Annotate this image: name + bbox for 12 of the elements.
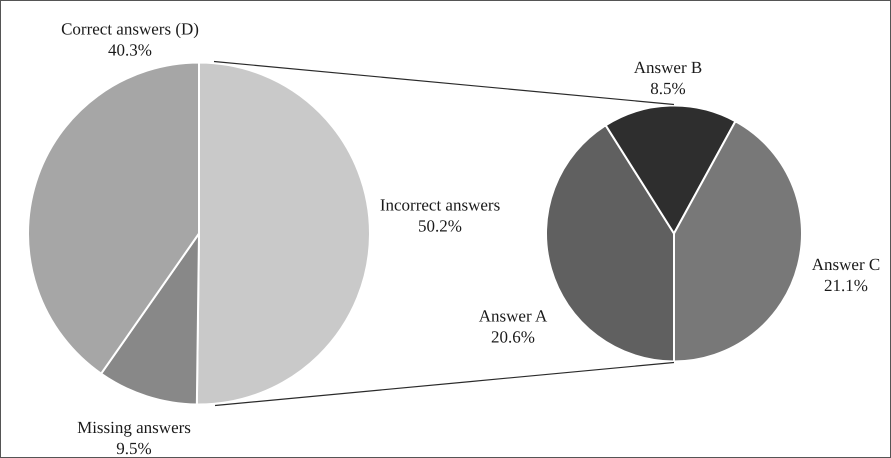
data-label: 40.3% xyxy=(108,40,152,60)
slice-label: Answer C xyxy=(812,254,880,274)
slice-label: Answer A xyxy=(478,306,548,326)
data-label: 50.2% xyxy=(418,216,462,236)
slice-label: Answer B xyxy=(634,58,702,77)
data-label: 20.6% xyxy=(491,327,535,346)
slice-label: Incorrect answers xyxy=(380,195,500,214)
data-label: 21.1% xyxy=(824,276,868,295)
data-label: 8.5% xyxy=(650,78,686,98)
slice-label: Missing answers xyxy=(77,418,191,437)
data-label: 9.5% xyxy=(116,438,152,458)
slice-label: Correct answers (D) xyxy=(61,19,199,38)
